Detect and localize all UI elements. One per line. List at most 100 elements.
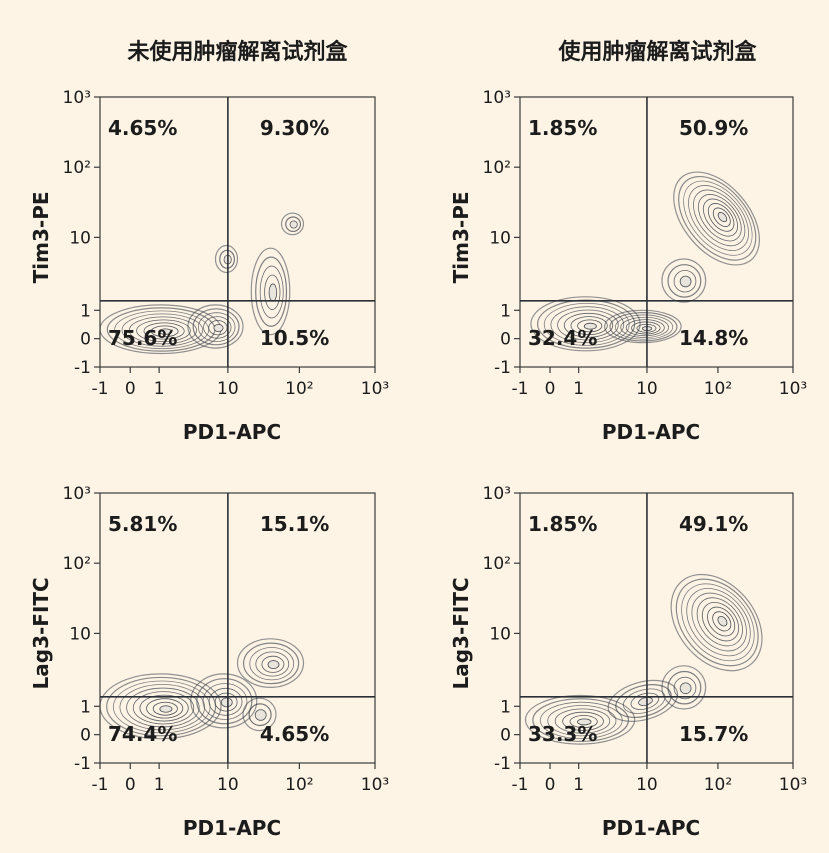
contour-line xyxy=(280,212,305,236)
contour-line xyxy=(712,207,731,227)
contour-line xyxy=(106,676,217,737)
contour-line xyxy=(609,312,678,342)
contour-line xyxy=(562,711,604,731)
quadrant-lower-left-percent: 33.3% xyxy=(528,722,597,746)
contour-line xyxy=(150,325,179,338)
y-tick-label: 10³ xyxy=(483,484,511,504)
contour-line xyxy=(686,588,751,657)
contour-line xyxy=(259,265,284,319)
contour-line xyxy=(679,275,692,288)
y-tick-label: 1 xyxy=(500,697,511,717)
y-tick-label: 0 xyxy=(80,726,91,746)
contour-line xyxy=(187,304,244,349)
contour-line xyxy=(661,258,707,303)
y-tick-label: 10² xyxy=(63,158,91,178)
x-tick-label: -1 xyxy=(512,379,529,399)
quadrant-upper-left-percent: 5.81% xyxy=(108,512,177,536)
contour-line xyxy=(670,573,763,672)
x-tick-label: 10³ xyxy=(361,379,389,399)
contour-line xyxy=(691,592,747,652)
x-axis-label: PD1-APC xyxy=(183,816,281,840)
contour-line xyxy=(249,647,295,681)
x-tick-label: 10² xyxy=(285,775,313,795)
contour-line xyxy=(255,651,290,677)
x-tick-label: 10³ xyxy=(361,775,389,795)
contour-line xyxy=(146,698,184,719)
contour-line xyxy=(264,274,281,310)
y-tick-label: 10³ xyxy=(483,88,511,108)
quadrant-upper-left-percent: 1.85% xyxy=(528,116,597,140)
x-tick-label: 0 xyxy=(545,379,556,399)
contour-line xyxy=(203,316,232,339)
contour-line xyxy=(681,583,755,662)
x-tick-label: 0 xyxy=(125,379,136,399)
contour-line xyxy=(583,322,597,330)
contour-line xyxy=(261,655,285,673)
contour-line xyxy=(132,691,195,725)
contour-line xyxy=(267,660,280,670)
quadrant-lower-right-percent: 15.7% xyxy=(679,722,748,746)
contour-line xyxy=(250,247,291,336)
y-tick-label: 10² xyxy=(63,554,91,574)
contour-line xyxy=(543,302,630,346)
contour-line xyxy=(604,309,682,344)
y-tick-label: -1 xyxy=(494,754,511,774)
plot-frame xyxy=(519,96,794,368)
x-tick-label: 1 xyxy=(573,775,584,795)
quadrant-upper-left-percent: 4.65% xyxy=(108,116,177,140)
x-tick-label: -1 xyxy=(92,775,109,795)
y-tick-label: 10 xyxy=(489,624,511,644)
contour-line xyxy=(243,642,300,685)
contour-line xyxy=(701,602,740,642)
quadrant-lower-right-percent: 10.5% xyxy=(260,326,329,350)
quadrant-lower-left-percent: 75.6% xyxy=(108,326,177,350)
x-axis-label: PD1-APC xyxy=(602,420,700,444)
contour-group xyxy=(99,212,305,355)
contour-line xyxy=(673,270,697,293)
contour-line xyxy=(707,203,735,232)
contour-line xyxy=(570,316,608,336)
contour-line xyxy=(661,665,707,710)
contour-group xyxy=(99,638,305,740)
y-axis-label: Tim3-PE xyxy=(449,191,473,283)
quadrant-upper-left-percent: 1.85% xyxy=(528,512,597,536)
x-tick-label: 10 xyxy=(217,775,239,795)
contour-line xyxy=(202,683,248,720)
x-tick-label: 10² xyxy=(704,775,732,795)
x-tick-label: 10³ xyxy=(779,379,807,399)
contour-line xyxy=(159,705,173,713)
quadrant-upper-right-percent: 50.9% xyxy=(679,116,748,140)
quadrant-lower-left-percent: 74.4% xyxy=(108,722,177,746)
contour-line xyxy=(214,692,238,712)
x-axis-label: PD1-APC xyxy=(183,420,281,444)
contour-line xyxy=(675,578,759,667)
quadrant-upper-right-percent: 49.1% xyxy=(679,512,748,536)
contour-line xyxy=(254,709,267,721)
y-tick-label: -1 xyxy=(494,358,511,378)
quadrant-upper-right-percent: 9.30% xyxy=(260,116,329,140)
y-tick-label: 1 xyxy=(500,301,511,321)
y-tick-label: -1 xyxy=(74,754,91,774)
contour-line xyxy=(121,313,204,347)
contour-line xyxy=(673,676,697,700)
contour-line xyxy=(532,698,630,742)
contour-line xyxy=(255,256,288,327)
contour-line xyxy=(248,703,272,727)
x-tick-label: 1 xyxy=(573,379,584,399)
contour-line xyxy=(197,312,236,342)
contour-line xyxy=(688,185,749,251)
contour-line xyxy=(196,678,253,725)
x-tick-label: 10² xyxy=(285,379,313,399)
contour-line xyxy=(236,638,305,688)
y-tick-label: 1 xyxy=(80,301,91,321)
contour-line xyxy=(208,687,243,716)
contour-line xyxy=(712,611,732,632)
contour-line xyxy=(563,312,614,338)
quadrant-lower-right-percent: 4.65% xyxy=(260,722,329,746)
contour-line xyxy=(530,296,641,352)
contour-line xyxy=(679,682,692,695)
contour-group xyxy=(524,573,763,745)
plot-frame xyxy=(99,96,376,368)
